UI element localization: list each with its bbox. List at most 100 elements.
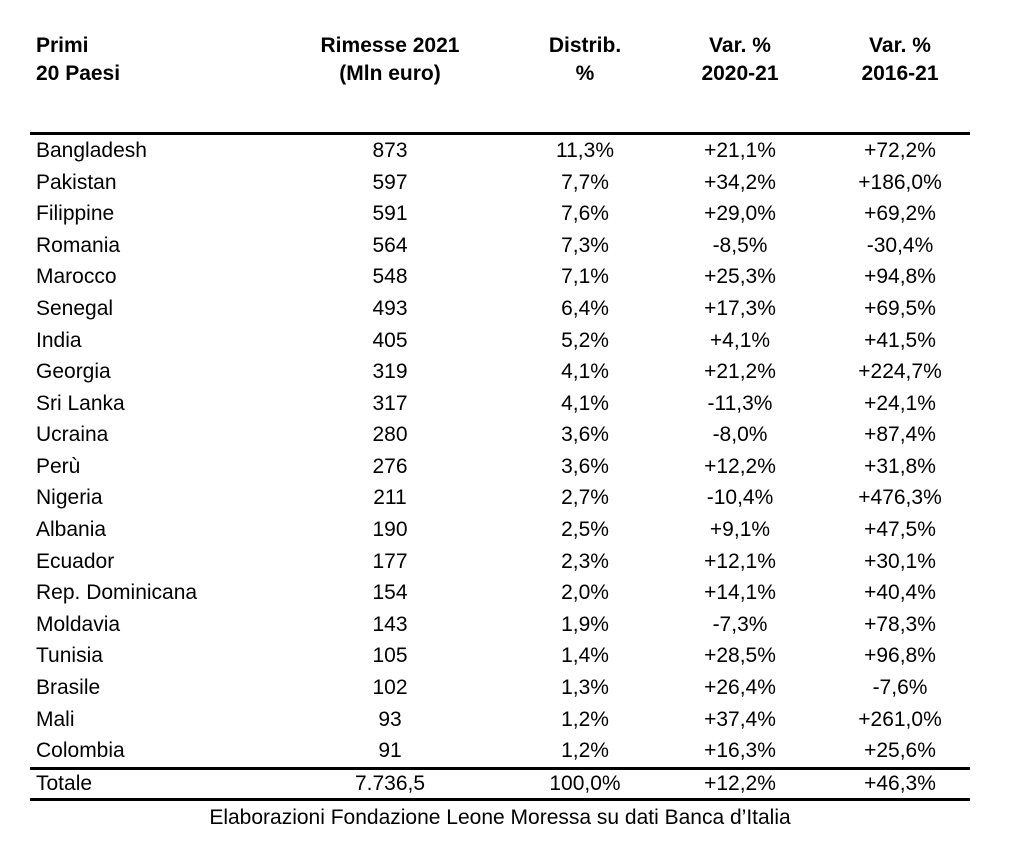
var-2016-21-cell: +69,2% (864, 202, 936, 226)
rimesse-cell: 873 (372, 138, 408, 162)
remittances-table: Primi 20 Paesi Rimesse 2021 (Mln euro) D… (30, 28, 970, 801)
country-cell: Ucraina (36, 423, 109, 447)
total-rimesse-cell: 7.736,5 (260, 766, 520, 801)
country-cell: Rep. Dominicana (36, 581, 198, 605)
table-body: Bangladesh 873 11,3% +21,1% +72,2% Pakistan 59… (30, 134, 970, 769)
country-cell: Colombia (36, 739, 125, 763)
table-row: Marocco 548 7,1% +25,3% +94,8% (30, 261, 970, 293)
total-var-2016-21-cell: +46,3% (830, 766, 970, 801)
var-2016-21-cell: +96,8% (864, 644, 936, 668)
var-2016-21-cell: +224,7% (858, 360, 942, 384)
rimesse-cell: 564 (372, 233, 408, 257)
var-2016-21-cell: +31,8% (864, 454, 936, 478)
table-row: Rep. Dominicana 154 2,0% +14,1% +40,4% (30, 577, 970, 609)
rimesse-cell: 597 (372, 170, 408, 194)
table-row: Tunisia 105 1,4% +28,5% +96,8% (30, 641, 970, 673)
country-cell: Perù (36, 454, 81, 478)
header-countries: Primi 20 Paesi (30, 28, 260, 135)
var-2016-21-cell: -7,6% (872, 676, 928, 700)
rimesse-cell: 93 (378, 707, 402, 731)
rimesse-cell: 591 (372, 202, 408, 226)
country-cell: Moldavia (36, 612, 121, 636)
var-2020-21-cell: +28,5% (704, 644, 776, 668)
rimesse-cell: 276 (372, 454, 408, 478)
header-row: Primi 20 Paesi Rimesse 2021 (Mln euro) D… (30, 28, 970, 135)
table-row: Georgia 319 4,1% +21,2% +224,7% (30, 356, 970, 388)
distrib-cell: 4,1% (561, 391, 609, 415)
country-cell: India (36, 328, 82, 352)
var-2016-21-cell: +476,3% (858, 486, 942, 510)
rimesse-cell: 280 (372, 423, 408, 447)
var-2016-21-cell: +261,0% (858, 707, 942, 731)
rimesse-cell: 548 (372, 265, 408, 289)
distrib-cell: 7,7% (561, 170, 609, 194)
rimesse-cell: 91 (378, 739, 402, 763)
var-2020-21-cell: -7,3% (712, 612, 768, 636)
var-2016-21-cell: +72,2% (864, 138, 936, 162)
var-2016-21-cell: +87,4% (864, 423, 936, 447)
var-2016-21-cell: +47,5% (864, 518, 936, 542)
var-2020-21-cell: +34,2% (704, 170, 776, 194)
table-row: India 405 5,2% +4,1% +41,5% (30, 325, 970, 357)
table-row: Perù 276 3,6% +12,2% +31,8% (30, 451, 970, 483)
distrib-cell: 1,2% (561, 707, 609, 731)
total-row: Totale 7.736,5 100,0% +12,2% +46,3% (30, 766, 970, 801)
distrib-cell: 3,6% (561, 454, 609, 478)
table-row: Colombia 91 1,2% +16,3% +25,6% (30, 735, 970, 768)
var-2020-21-cell: +21,2% (704, 360, 776, 384)
distrib-cell: 1,9% (561, 612, 609, 636)
rimesse-cell: 143 (372, 612, 408, 636)
var-2016-21-cell: +186,0% (858, 170, 942, 194)
distrib-cell: 5,2% (561, 328, 609, 352)
country-cell: Albania (36, 518, 107, 542)
country-cell: Senegal (36, 296, 114, 320)
rimesse-cell: 211 (373, 486, 407, 510)
table-row: Mali 93 1,2% +37,4% +261,0% (30, 704, 970, 736)
var-2020-21-cell: -8,5% (712, 233, 768, 257)
var-2016-21-cell: +30,1% (864, 549, 936, 573)
rimesse-cell: 105 (372, 644, 408, 668)
distrib-cell: 2,3% (561, 549, 609, 573)
var-2020-21-cell: +29,0% (704, 202, 776, 226)
country-cell: Tunisia (36, 644, 103, 668)
table-row: Nigeria 211 2,7% -10,4% +476,3% (30, 483, 970, 515)
var-2016-21-cell: +41,5% (864, 328, 936, 352)
total-distrib-cell: 100,0% (520, 766, 650, 801)
table-row: Filippine 591 7,6% +29,0% +69,2% (30, 198, 970, 230)
country-cell: Mali (36, 707, 75, 731)
var-2016-21-cell: -30,4% (866, 233, 934, 257)
var-2020-21-cell: -11,3% (707, 391, 773, 415)
country-cell: Sri Lanka (36, 391, 125, 415)
distrib-cell: 2,5% (561, 518, 609, 542)
distrib-cell: 1,3% (561, 676, 609, 700)
country-cell: Marocco (36, 265, 117, 289)
var-2016-21-cell: +69,5% (864, 296, 936, 320)
table-row: Pakistan 597 7,7% +34,2% +186,0% (30, 167, 970, 199)
source-caption: Elaborazioni Fondazione Leone Moressa su… (209, 806, 791, 829)
table-row: Senegal 493 6,4% +17,3% +69,5% (30, 293, 970, 325)
distrib-cell: 7,6% (561, 202, 609, 226)
distrib-cell: 6,4% (561, 296, 609, 320)
rimesse-cell: 405 (372, 328, 408, 352)
distrib-cell: 11,3% (556, 138, 614, 162)
rimesse-cell: 319 (372, 360, 408, 384)
rimesse-cell: 190 (372, 518, 408, 542)
table-row: Romania 564 7,3% -8,5% -30,4% (30, 230, 970, 262)
var-2020-21-cell: +16,3% (704, 739, 776, 763)
var-2020-21-cell: +4,1% (709, 328, 771, 352)
var-2016-21-cell: +94,8% (864, 265, 936, 289)
country-cell: Georgia (36, 360, 111, 384)
country-cell: Nigeria (36, 486, 103, 510)
rimesse-cell: 493 (372, 296, 408, 320)
var-2020-21-cell: +21,1% (704, 138, 776, 162)
var-2020-21-cell: +12,2% (704, 454, 776, 478)
table-footer: Totale 7.736,5 100,0% +12,2% +46,3% (30, 766, 970, 801)
header-rimesse: Rimesse 2021 (Mln euro) (260, 28, 520, 135)
var-2020-21-cell: -10,4% (706, 486, 774, 510)
country-cell: Ecuador (36, 549, 115, 573)
var-2020-21-cell: +14,1% (704, 581, 776, 605)
country-cell: Romania (36, 233, 121, 257)
rimesse-cell: 102 (372, 676, 408, 700)
var-2020-21-cell: +26,4% (704, 676, 776, 700)
